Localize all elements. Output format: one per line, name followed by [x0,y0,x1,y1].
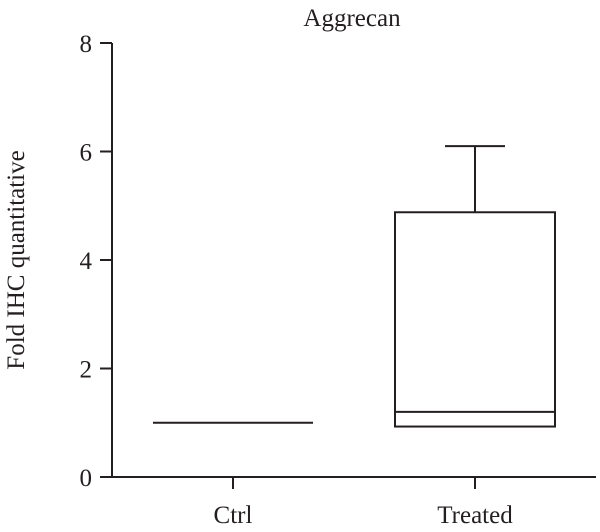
y-tick-label: 0 [80,465,93,492]
y-tick-label: 6 [80,140,93,167]
y-tick-label: 2 [80,357,93,384]
box-series [153,145,556,428]
chart-title: Aggrecan [303,5,401,32]
x-tick-label: Treated [437,502,513,529]
y-axis-label: Fold IHC quantitative [3,150,30,369]
box-treated [394,145,556,428]
x-tick-label: Ctrl [214,502,253,529]
y-tick-label: 8 [80,31,93,58]
y-tick-label: 4 [80,248,93,275]
y-axis-ticks: 0 2 4 6 8 [80,31,112,492]
x-axis-ticks: Ctrl Treated [214,477,513,529]
box-rect [394,211,556,428]
